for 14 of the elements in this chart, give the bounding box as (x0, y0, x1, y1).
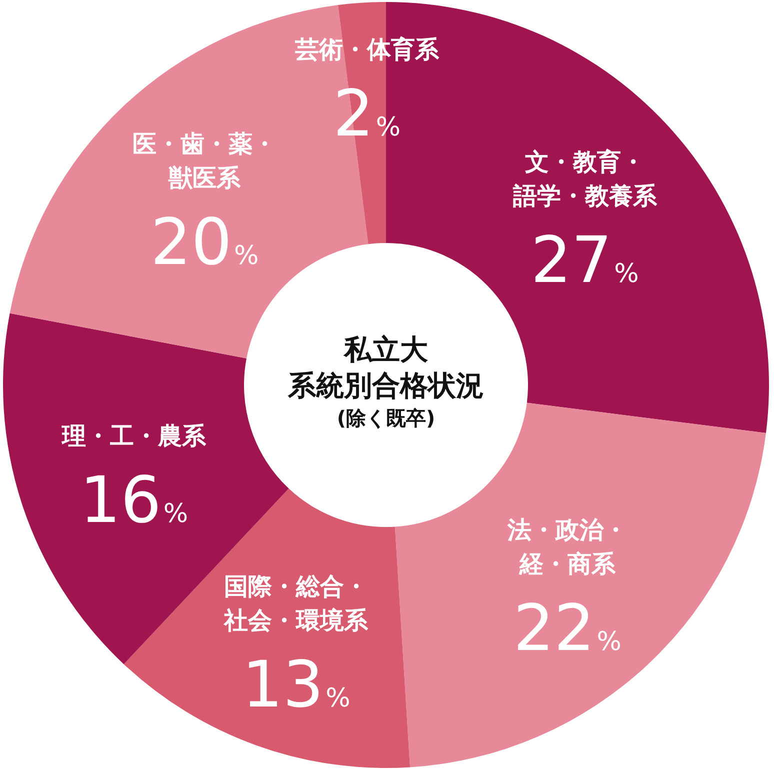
data-label: 22% (513, 592, 622, 666)
slice-label: 医・歯・薬・獣医系 (132, 130, 277, 192)
data-label: 16% (80, 464, 188, 538)
slice-label: 法・政治・経・商系 (506, 516, 628, 578)
slice-label: 国際・総合・社会・環境系 (223, 572, 370, 634)
slice-label: 文・教育・語学・教養系 (512, 148, 658, 210)
text: (除く既卒) (336, 406, 436, 430)
data-label: 2% (333, 78, 401, 152)
text: 私立大系統別合格状況 (287, 333, 484, 402)
slice-label: 芸術・体育系 (294, 36, 440, 64)
data-label: 20% (150, 206, 259, 280)
data-label: 27% (530, 224, 639, 298)
data-label: 13% (242, 648, 350, 722)
slice-label: 理・工・農系 (60, 422, 207, 450)
